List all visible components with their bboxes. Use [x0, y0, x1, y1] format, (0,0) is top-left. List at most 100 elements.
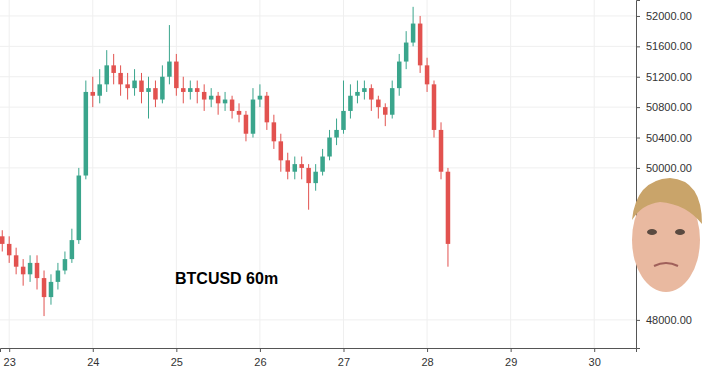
candle-body — [439, 130, 444, 172]
x-tick: 28 — [421, 348, 433, 368]
x-tick-mark — [176, 348, 177, 352]
candle-body — [174, 62, 179, 89]
y-tick-label: 50400.00 — [646, 132, 692, 144]
candle-body — [111, 65, 116, 73]
y-tick: 51200.00 — [636, 71, 692, 83]
candle-body — [84, 92, 89, 176]
x-tick-label: 26 — [254, 356, 266, 368]
face-hair — [632, 178, 702, 224]
x-tick-label: 28 — [421, 356, 433, 368]
candle-body — [272, 122, 277, 141]
candle-body — [97, 84, 102, 95]
y-tick-mark — [636, 77, 640, 78]
candle-body — [279, 141, 284, 160]
candle-body — [202, 92, 207, 100]
candle-body — [446, 172, 451, 244]
x-tick-mark — [260, 348, 261, 352]
x-tick: 24 — [87, 348, 99, 368]
y-tick: 50800.00 — [636, 101, 692, 113]
y-tick-mark — [636, 16, 640, 17]
candle-body — [299, 164, 304, 168]
grid-line-y — [0, 137, 636, 138]
candle-body — [63, 259, 68, 270]
y-axis: 48000.00 50000.00 50400.00 50800.00 51200.00… — [636, 1, 692, 349]
grid-line-x — [343, 0, 344, 348]
grid-line-y — [0, 15, 636, 16]
grid-line-y — [0, 76, 636, 77]
x-tick-mark — [343, 348, 344, 352]
candle-wick — [357, 81, 358, 104]
candle-body — [327, 138, 332, 157]
grid-line-x — [594, 0, 595, 348]
candle-body — [160, 77, 165, 100]
candle-body — [404, 43, 409, 62]
candle-body — [341, 111, 346, 130]
x-tick-label: 30 — [589, 356, 601, 368]
candle-body — [258, 96, 263, 100]
candle-body — [7, 244, 12, 255]
y-tick-mark — [636, 46, 640, 47]
x-tick-label: 24 — [87, 356, 99, 368]
candle-body — [313, 172, 318, 183]
y-tick: 48000.00 — [636, 314, 692, 326]
y-tick-mark — [636, 168, 640, 169]
x-tick: 23 — [4, 348, 16, 368]
candle-body — [209, 96, 214, 100]
grid-line-x — [92, 0, 93, 348]
y-tick-label: 50800.00 — [646, 101, 692, 113]
candle-body — [383, 107, 388, 115]
candle-body — [28, 263, 33, 274]
grid-line-x — [176, 0, 177, 348]
candle-body — [251, 100, 256, 134]
candle-body — [355, 92, 360, 96]
candle-body — [390, 88, 395, 115]
x-tick-label: 23 — [4, 356, 16, 368]
candle-body — [42, 278, 47, 297]
candle-wick — [148, 77, 149, 119]
x-tick-label: 27 — [338, 356, 350, 368]
grid-line-x — [427, 0, 428, 348]
grid-line-y — [0, 46, 636, 47]
grid-line-y — [0, 167, 636, 168]
candle-body — [285, 160, 290, 171]
y-axis-line — [637, 1, 641, 349]
face-eye — [675, 229, 685, 235]
candle-body — [265, 96, 270, 123]
candle-body — [56, 270, 61, 281]
candle-body — [362, 88, 367, 92]
candle-body — [21, 267, 26, 275]
candle-body — [153, 88, 158, 99]
candle-body — [432, 84, 437, 130]
x-tick-label: 29 — [505, 356, 517, 368]
candle-body — [77, 176, 82, 241]
candles — [0, 7, 450, 316]
candle-body — [146, 88, 151, 92]
y-tick-label: 51200.00 — [646, 71, 692, 83]
candle-body — [411, 24, 416, 43]
y-tick: 50000.00 — [636, 162, 692, 174]
x-tick: 30 — [589, 348, 601, 368]
y-tick-label: 51600.00 — [646, 40, 692, 52]
chart: 232425262728293048000.0050000.0050400.00… — [0, 0, 703, 376]
candle-body — [418, 24, 423, 66]
x-tick: 29 — [505, 348, 517, 368]
candle-body — [320, 157, 325, 172]
candle-body — [139, 81, 144, 92]
face-sticker — [632, 178, 702, 292]
candle-body — [195, 88, 200, 92]
candle-body — [35, 263, 40, 278]
x-tick: 26 — [254, 348, 266, 368]
y-tick-mark — [636, 107, 640, 108]
candle-body — [348, 96, 353, 111]
candle-body — [223, 100, 228, 104]
grid-line-x — [510, 0, 511, 348]
candle-body — [104, 65, 109, 84]
y-tick: 52000.00 — [636, 10, 692, 22]
y-tick-mark — [636, 320, 640, 321]
candle-body — [70, 240, 75, 259]
candle-body — [244, 115, 249, 134]
candle-body — [49, 282, 54, 297]
grid-line-y — [0, 319, 636, 320]
candle-body — [334, 130, 339, 138]
candle-body — [216, 96, 221, 104]
